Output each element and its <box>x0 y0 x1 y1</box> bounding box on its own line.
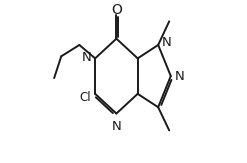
Text: O: O <box>111 2 122 16</box>
Text: N: N <box>112 120 121 133</box>
Text: Cl: Cl <box>79 91 91 104</box>
Text: N: N <box>162 36 171 49</box>
Text: N: N <box>82 51 92 64</box>
Text: N: N <box>175 70 185 82</box>
